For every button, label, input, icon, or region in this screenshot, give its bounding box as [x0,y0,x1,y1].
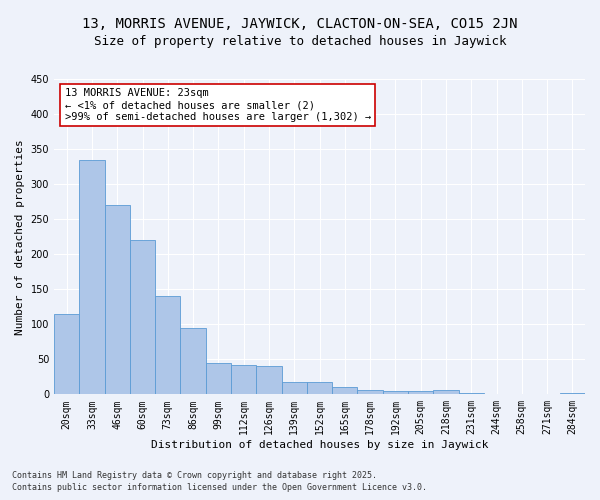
Bar [181,328,206,394]
Bar [307,382,332,394]
Text: 13 MORRIS AVENUE: 23sqm
← <1% of detached houses are smaller (2)
>99% of semi-de: 13 MORRIS AVENUE: 23sqm ← <1% of detache… [65,88,371,122]
Bar [231,365,256,394]
Bar [79,160,104,394]
Bar [281,382,307,394]
Bar [458,393,484,394]
Text: Contains HM Land Registry data © Crown copyright and database right 2025.: Contains HM Land Registry data © Crown c… [12,471,377,480]
Bar [433,390,458,394]
Bar [560,393,585,394]
Bar [383,391,408,394]
Text: Size of property relative to detached houses in Jaywick: Size of property relative to detached ho… [94,35,506,48]
Y-axis label: Number of detached properties: Number of detached properties [15,139,25,334]
X-axis label: Distribution of detached houses by size in Jaywick: Distribution of detached houses by size … [151,440,488,450]
Bar [256,366,281,394]
Bar [104,205,130,394]
Bar [206,363,231,394]
Bar [130,240,155,394]
Text: Contains public sector information licensed under the Open Government Licence v3: Contains public sector information licen… [12,484,427,492]
Bar [155,296,181,394]
Bar [54,314,79,394]
Bar [358,390,383,394]
Text: 13, MORRIS AVENUE, JAYWICK, CLACTON-ON-SEA, CO15 2JN: 13, MORRIS AVENUE, JAYWICK, CLACTON-ON-S… [82,18,518,32]
Bar [332,388,358,394]
Bar [408,391,433,394]
